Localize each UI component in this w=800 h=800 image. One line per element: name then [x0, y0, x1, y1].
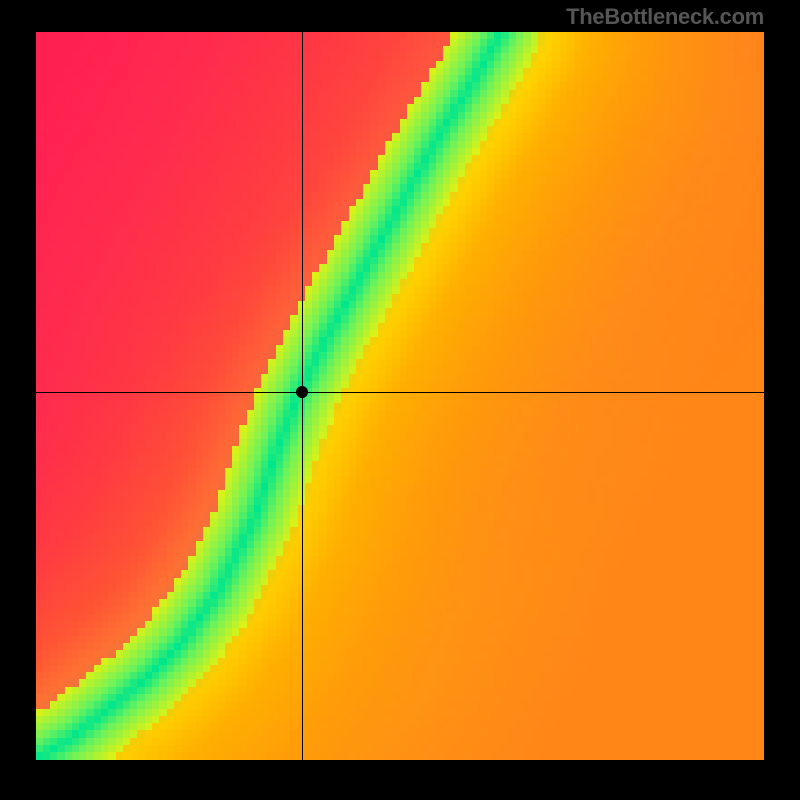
watermark-text: TheBottleneck.com	[566, 4, 764, 30]
crosshair-horizontal	[36, 392, 764, 393]
heatmap-canvas	[36, 32, 764, 760]
chart-container: TheBottleneck.com	[0, 0, 800, 800]
data-point-marker	[296, 386, 308, 398]
plot-area	[36, 32, 764, 760]
